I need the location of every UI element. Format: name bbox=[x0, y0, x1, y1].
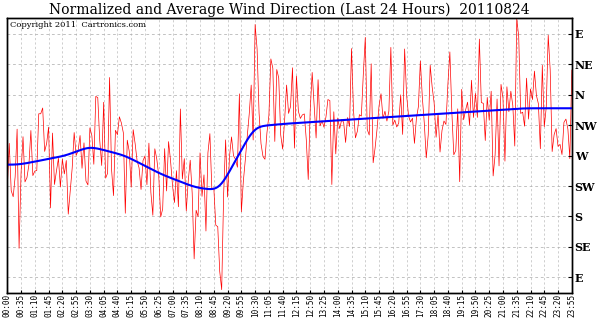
Text: Copyright 2011  Cartronics.com: Copyright 2011 Cartronics.com bbox=[10, 21, 146, 29]
Title: Normalized and Average Wind Direction (Last 24 Hours)  20110824: Normalized and Average Wind Direction (L… bbox=[49, 3, 530, 17]
